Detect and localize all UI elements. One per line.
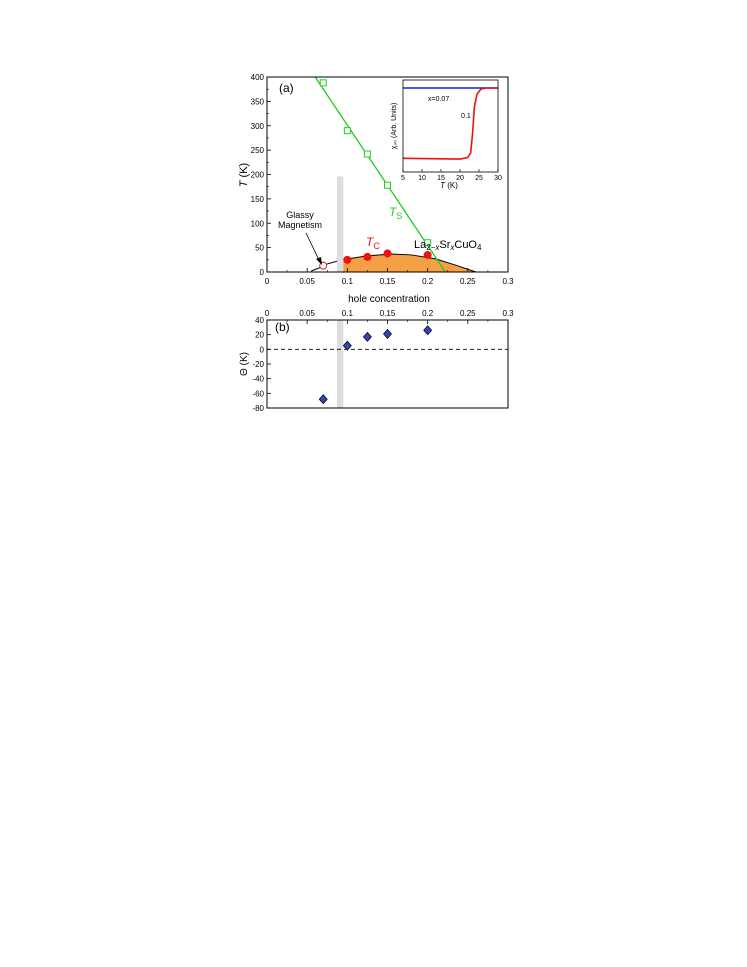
x-tick-label-a: 0.25	[460, 277, 476, 286]
y-tick-label-b: 20	[255, 331, 264, 340]
x-tick-label-b: 0.15	[380, 309, 396, 318]
panel-b-marks	[318, 325, 433, 405]
x-tick-label-a: 0.3	[502, 277, 514, 286]
theta-point	[362, 331, 372, 342]
y-tick-label-b: 40	[255, 316, 264, 325]
x-tick-label-b: 0.25	[460, 309, 476, 318]
inset-x-tick-labels: 5 10 15 20 25 30	[401, 175, 502, 182]
y-tick-label-a: 0	[260, 268, 265, 277]
band-rect-a	[336, 176, 344, 272]
inset-label-01: 0.1	[461, 113, 471, 120]
y-tick-label-b: 0	[260, 345, 265, 354]
y-tick-label-a: 100	[251, 219, 265, 228]
ticks-a	[266, 76, 509, 273]
ts-point	[319, 79, 327, 87]
inset-series	[402, 87, 498, 160]
ts-point	[343, 127, 351, 135]
ts-point	[424, 239, 432, 247]
inset-x-tick-label: 10	[418, 175, 426, 182]
glassy-label-line1: Glassy	[286, 210, 314, 220]
ts-point	[384, 181, 391, 189]
tc-point	[363, 252, 372, 261]
x-tick-labels-a: 0 0.05 0.1 0.15 0.2 0.25 0.3	[265, 277, 514, 286]
tc-point	[343, 255, 352, 264]
theta-point	[342, 340, 352, 351]
ticks-b	[266, 319, 509, 409]
inset-y-axis-label: χ₃₀ (Arb. Units)	[391, 103, 398, 150]
y-tick-label-a: 300	[251, 122, 265, 131]
x-tick-label-a: 0.15	[380, 277, 396, 286]
x-tick-label-b: 0.05	[299, 309, 315, 318]
panel-a-marks	[319, 79, 432, 270]
band-rect-b	[336, 320, 344, 408]
glassy-arrow	[305, 232, 322, 265]
inset-label-x007: x=0.07	[428, 96, 449, 103]
x-tick-label-b: 0	[265, 309, 270, 318]
y-tick-label-a: 200	[251, 171, 265, 180]
y-tick-label-b: -80	[252, 404, 264, 413]
theta-point	[318, 394, 328, 405]
glassy-line-right	[326, 260, 338, 265]
inset-chart: 5 10 15 20 25 30 x=0.07 0.1 χ₃₀ (Arb. Units) …	[391, 79, 502, 190]
compound-formula: La2−xSrxCuO4	[414, 239, 482, 252]
ts-label: TS	[389, 205, 402, 221]
glassy-connector-line	[311, 260, 338, 272]
shaded-band-a	[336, 176, 344, 272]
y-tick-label-b: -40	[252, 375, 264, 384]
x-tick-label-b: 0.1	[342, 309, 354, 318]
ts-point	[363, 150, 371, 158]
inset-x-tick-label: 15	[437, 175, 445, 182]
tc-label: TC	[366, 235, 380, 251]
y-tick-labels-a: 0 50 100 150 200 250 300 350 400	[251, 73, 265, 277]
x-tick-label-a: 0.05	[299, 277, 315, 286]
inset-x-tick-label: 30	[494, 175, 502, 182]
shaded-band-b	[336, 320, 344, 408]
ts-fit-line	[314, 76, 446, 273]
y-axis-label-b: Θ (K)	[239, 352, 250, 376]
y-tick-label-a: 50	[255, 244, 264, 253]
x-tick-labels-b-top: 0 0.05 0.1 0.15 0.2 0.25 0.3	[265, 309, 514, 318]
glassy-label-line2: Magnetism	[278, 220, 322, 230]
sc-dome	[343, 253, 477, 273]
y-tick-label-a: 250	[251, 146, 265, 155]
inset-x-tick-label: 20	[456, 175, 464, 182]
y-tick-label-b: -20	[252, 360, 264, 369]
y-tick-labels-b: 40 20 0 -20 -40 -60 -80	[252, 316, 264, 413]
ts-line	[314, 76, 446, 273]
tc-point	[423, 250, 432, 259]
y-tick-label-b: -60	[252, 389, 264, 398]
theta-point	[423, 325, 433, 336]
panel-b: 40 20 0 -20 -40 -60 -80 0 0.05 0.1 0.15 0.2 0.25 0.3…	[239, 309, 514, 413]
inset-x-axis-label: T (K)	[440, 181, 458, 190]
panel-label-b: (b)	[275, 320, 290, 334]
inset-frame	[402, 79, 499, 173]
y-tick-label-a: 150	[251, 195, 265, 204]
x-tick-label-a: 0.1	[342, 277, 354, 286]
panel-label-a: (a)	[279, 81, 294, 95]
theta-point	[383, 328, 392, 339]
inset-series-01	[402, 87, 498, 160]
x-tick-label-a: 0.2	[422, 277, 434, 286]
inset-x-tick-label: 5	[401, 175, 405, 182]
x-axis-label: hole concentration	[348, 294, 430, 305]
x-tick-label-a: 0	[265, 277, 270, 286]
y-axis-label-a: T (K)	[238, 163, 250, 187]
glassy-line-left	[311, 267, 321, 272]
y-tick-label-a: 400	[251, 73, 265, 82]
x-tick-label-b: 0.2	[422, 309, 434, 318]
y-tick-label-a: 350	[251, 97, 265, 106]
tc-point	[383, 249, 392, 258]
inset-ticks	[402, 169, 499, 172]
inset-x-tick-label: 25	[475, 175, 483, 182]
x-tick-label-b: 0.3	[502, 309, 514, 318]
